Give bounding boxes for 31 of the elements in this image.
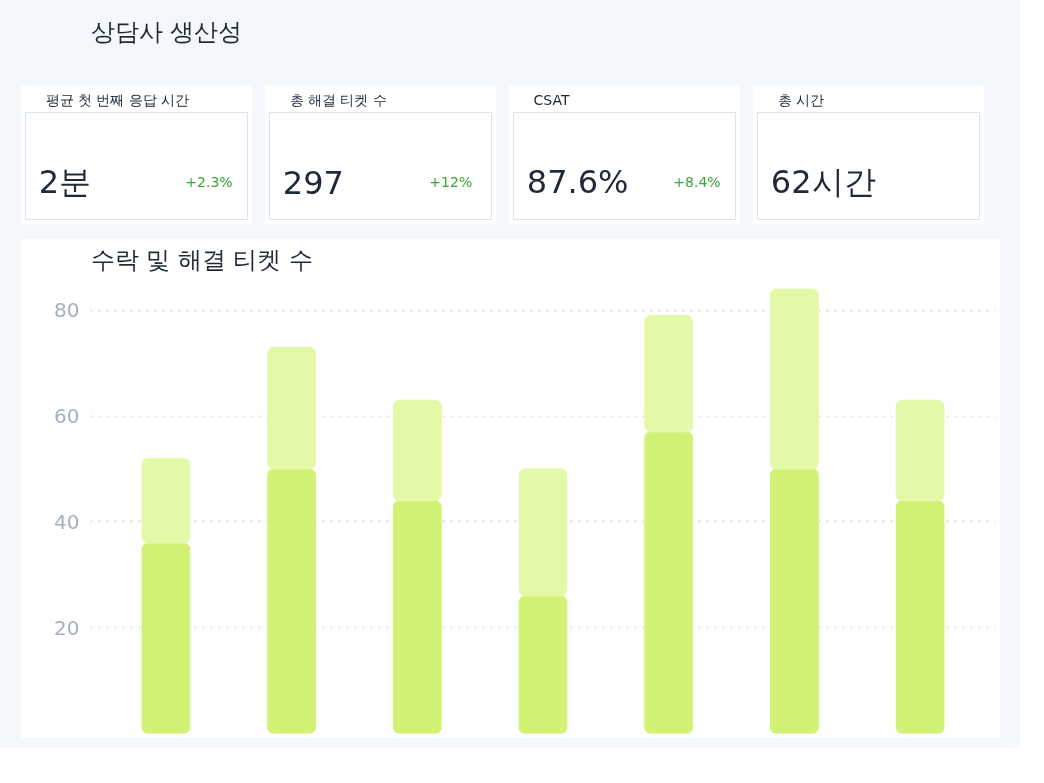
text: CSAT [533,91,570,108]
text: 총 해결 티켓 수 [289,91,387,108]
chart-title: 수락 및 해결 티켓 수 [90,245,314,274]
text: 2분 [38,163,92,202]
y-tick-label: 60 [54,404,80,429]
text: +12% [429,174,473,191]
bar [644,315,694,433]
bar [770,288,819,470]
y-tick-label: 20 [54,615,80,640]
bar [267,346,316,470]
bar [518,468,568,597]
text: 87.6% [526,163,629,202]
text: 평균 첫 번째 응답 시간 [45,91,190,108]
y-tick-label: 40 [54,509,80,534]
text: +8.4% [673,174,721,191]
bar [518,595,568,734]
bar [895,399,945,502]
bar [644,431,694,734]
text: 총 시간 [777,91,824,108]
text: +2.3% [185,174,233,191]
bar [141,542,191,734]
bar [392,399,442,502]
bar [392,500,442,734]
text: 297 [282,163,344,202]
bar [141,457,191,544]
bar [895,500,945,734]
text: 62시간 [770,163,876,202]
y-tick-label: 80 [54,298,80,323]
text: 상담사 생산성 [90,17,243,46]
bar [770,468,819,734]
bar [267,468,316,734]
